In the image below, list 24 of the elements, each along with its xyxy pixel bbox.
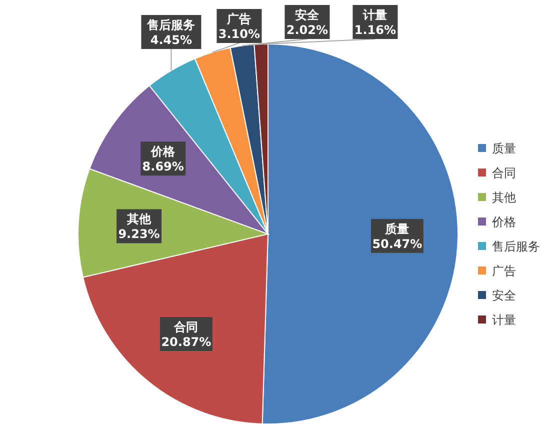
data-label: 2.02% xyxy=(286,23,328,37)
data-label: 1.16% xyxy=(354,23,396,37)
slice-label: 合同 xyxy=(173,320,198,334)
legend-label: 价格 xyxy=(491,215,516,229)
legend-label: 售后服务 xyxy=(492,240,540,254)
data-label: 3.10% xyxy=(218,27,260,41)
slice-label: 其他 xyxy=(126,212,152,226)
slice-label: 价格 xyxy=(150,144,176,159)
data-label: 50.47% xyxy=(372,236,422,251)
data-label: 9.23% xyxy=(118,227,160,242)
legend-label: 计量 xyxy=(492,313,516,327)
legend-label: 其他 xyxy=(492,190,516,204)
data-label: 8.69% xyxy=(142,160,184,174)
legend-label: 广告 xyxy=(492,264,516,278)
data-label: 20.87% xyxy=(161,335,212,350)
slice-label: 计量 xyxy=(362,8,388,22)
slice-label: 质量 xyxy=(384,222,410,236)
legend-label: 安全 xyxy=(492,288,516,302)
legend-label: 质量 xyxy=(492,142,516,156)
slice-label: 售后服务 xyxy=(146,18,196,32)
data-label: 4.45% xyxy=(150,33,192,47)
slice-label: 安全 xyxy=(295,8,320,22)
slice-label: 广告 xyxy=(226,12,252,26)
legend-label: 合同 xyxy=(492,166,516,180)
